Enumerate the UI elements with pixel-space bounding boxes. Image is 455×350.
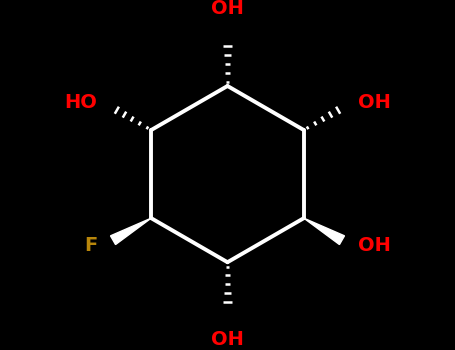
Text: F: F (84, 236, 97, 255)
Text: OH: OH (211, 330, 244, 349)
Text: HO: HO (64, 93, 97, 112)
Text: OH: OH (358, 236, 391, 255)
Text: OH: OH (358, 93, 391, 112)
Text: OH: OH (211, 0, 244, 18)
Polygon shape (111, 218, 151, 245)
Polygon shape (304, 218, 344, 245)
